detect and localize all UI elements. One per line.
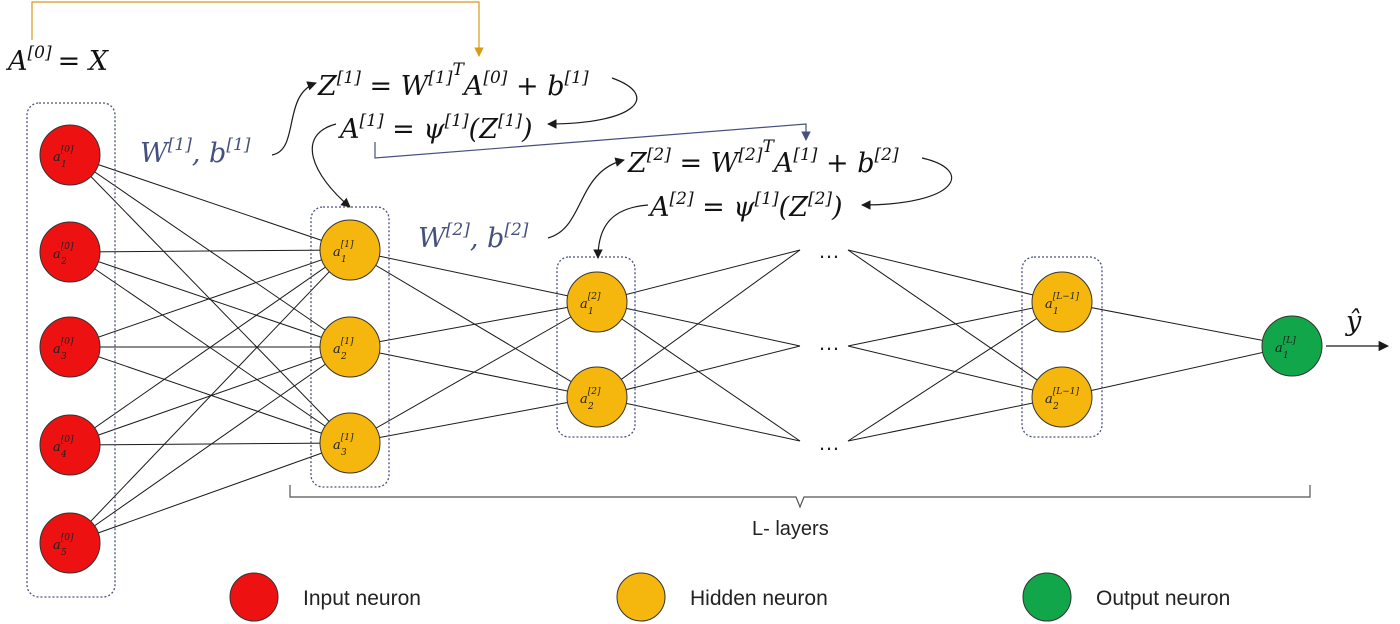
connection-edge bbox=[847, 249, 1063, 303]
neuron-label: a[2] 1 bbox=[580, 292, 601, 317]
neuron-label: a[2] 2 bbox=[580, 387, 601, 412]
neuron-circle bbox=[319, 219, 381, 281]
neuron-circle bbox=[39, 221, 101, 283]
connection-edge bbox=[596, 249, 801, 303]
neuron-label: a[0] 1 bbox=[53, 145, 74, 170]
connection-edge bbox=[69, 249, 351, 348]
w1-b1-label: W[1], b[1] bbox=[140, 135, 251, 169]
legend: Input neuron Hidden neuron Output neuron bbox=[229, 572, 1230, 622]
hidden1-neuron-2: a[1] 2 bbox=[319, 316, 381, 378]
neuron-label: a[1] 2 bbox=[333, 337, 354, 362]
l-layers-brace bbox=[289, 485, 1311, 509]
connection-edge bbox=[69, 346, 351, 444]
input-neuron-5: a[0] 5 bbox=[39, 512, 101, 574]
z1-equation: Z[1] = W[1]TA[0] + b[1] bbox=[317, 60, 589, 102]
connection-edge bbox=[69, 249, 351, 446]
connection-edges bbox=[69, 154, 1293, 544]
connection-edge bbox=[596, 249, 801, 398]
neuron-circle bbox=[319, 412, 381, 474]
a1-activation-equation: A[1] = ψ[1](Z[1]) bbox=[337, 111, 533, 145]
connection-edge bbox=[596, 396, 801, 442]
hidden2-neuron-2: a[2] 2 bbox=[566, 366, 628, 428]
z1-to-a1-arrow bbox=[547, 77, 638, 129]
hidden-layer-1-box bbox=[310, 206, 390, 488]
l-layers-label: L- layers bbox=[752, 518, 829, 540]
connection-edge bbox=[349, 301, 598, 444]
hidden2-neuron-1: a[2] 1 bbox=[566, 271, 628, 333]
hiddenL-neuron-2: a[L−1] 2 bbox=[1031, 366, 1093, 428]
connection-edge bbox=[1061, 301, 1293, 347]
neuron-label: a[L−1] 2 bbox=[1045, 387, 1080, 412]
neuron-label: a[1] 3 bbox=[333, 433, 354, 458]
ellipsis-middle: … bbox=[818, 330, 840, 355]
connection-edge bbox=[349, 301, 598, 348]
connection-edge bbox=[69, 249, 351, 253]
a1-link-arrow bbox=[374, 123, 811, 159]
connection-edge bbox=[69, 154, 351, 251]
w2-b2-label: W[2], b[2] bbox=[418, 220, 529, 254]
ellipsis-top: … bbox=[818, 238, 840, 263]
neuron-label: a[L] 1 bbox=[1275, 336, 1296, 361]
neuron-circle bbox=[39, 124, 101, 186]
connection-edge bbox=[349, 249, 598, 303]
hidden-layer-l-box bbox=[1021, 256, 1103, 438]
legend-output-label: Output neuron bbox=[1096, 587, 1230, 610]
connection-edge bbox=[1061, 345, 1293, 398]
a2-activation-equation: A[2] = ψ[1](Z[2]) bbox=[647, 189, 843, 223]
connection-edge bbox=[69, 346, 351, 544]
neuron-label: a[0] 2 bbox=[53, 242, 74, 267]
a2-to-hidden2-arrow bbox=[593, 204, 649, 259]
legend-hidden-label: Hidden neuron bbox=[690, 587, 828, 610]
z2-to-a2-arrow bbox=[861, 157, 953, 210]
legend-input-label: Input neuron bbox=[303, 587, 421, 610]
input-neuron-4: a[0] 4 bbox=[39, 414, 101, 476]
connection-edge bbox=[69, 442, 351, 446]
legend-input-swatch bbox=[229, 572, 279, 622]
connection-edge bbox=[847, 301, 1063, 347]
input-layer-box bbox=[26, 102, 116, 598]
hidden1-neuron-3: a[1] 3 bbox=[319, 412, 381, 474]
neuron-circle bbox=[39, 316, 101, 378]
connection-edge bbox=[847, 301, 1063, 442]
neuron-circle bbox=[39, 414, 101, 476]
neuron-label: a[0] 3 bbox=[53, 337, 74, 362]
connection-edge bbox=[349, 396, 598, 444]
input-neuron-1: a[0] 1 bbox=[39, 124, 101, 186]
neuron-circle bbox=[566, 366, 628, 428]
neuron-circle bbox=[566, 271, 628, 333]
z2-equation: Z[2] = W[2]TA[1] + b[2] bbox=[627, 137, 899, 179]
connection-edge bbox=[847, 396, 1063, 442]
ellipsis-bottom: … bbox=[818, 430, 840, 455]
connection-edge bbox=[69, 442, 351, 544]
connection-edge bbox=[69, 249, 351, 544]
output-neuron-1: a[L] 1 bbox=[1261, 315, 1323, 377]
neuron-label: a[L−1] 1 bbox=[1045, 292, 1080, 317]
w1-to-z1-arrow bbox=[271, 81, 317, 156]
neuron-circle bbox=[1261, 315, 1323, 377]
a0-equation: A[0] = X bbox=[5, 43, 110, 77]
a0-link-arrow bbox=[31, 1, 484, 57]
connection-edge bbox=[349, 249, 598, 398]
neuron-circle bbox=[1031, 366, 1093, 428]
connection-edge bbox=[596, 345, 801, 398]
output-label: ŷ bbox=[1345, 306, 1362, 337]
neuron-circle bbox=[319, 316, 381, 378]
neuron-circle bbox=[1031, 271, 1093, 333]
input-neuron-2: a[0] 2 bbox=[39, 221, 101, 283]
hiddenL-neuron-1: a[L−1] 1 bbox=[1031, 271, 1093, 333]
neuron-label: a[1] 1 bbox=[333, 240, 354, 265]
neurons: a[0] 1 a[0] 2 a[0] 3 a[0] 4 a[0] 5 a[1] 1 a[1] 2 a[1] 3… bbox=[39, 124, 1323, 574]
neuron-label: a[0] 5 bbox=[53, 533, 74, 558]
input-neuron-3: a[0] 3 bbox=[39, 316, 101, 378]
a1-to-hidden1-arrow bbox=[311, 123, 351, 208]
neuron-label: a[0] 4 bbox=[53, 435, 74, 460]
legend-hidden-swatch bbox=[616, 572, 666, 622]
connection-edge bbox=[69, 251, 351, 348]
neuron-circle bbox=[39, 512, 101, 574]
w2-to-z2-arrow bbox=[547, 157, 625, 239]
hidden1-neuron-1: a[1] 1 bbox=[319, 219, 381, 281]
legend-output-swatch bbox=[1022, 572, 1072, 622]
